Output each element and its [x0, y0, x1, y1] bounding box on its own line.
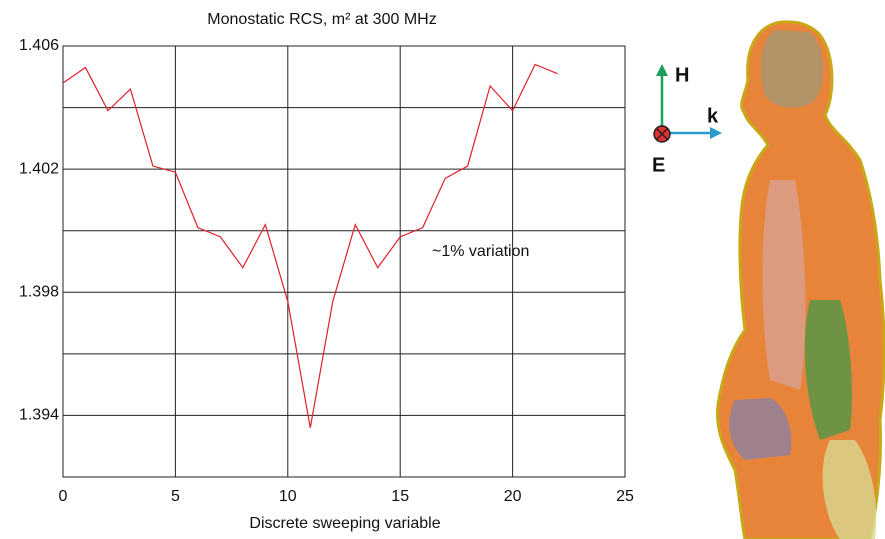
field-axes: H k E — [652, 64, 722, 176]
y-tick-label: 1.406 — [19, 37, 59, 54]
arm-detail — [762, 180, 806, 390]
e-cross — [655, 127, 669, 141]
y-tick-label: 1.402 — [19, 160, 59, 177]
x-tick-label: 10 — [279, 488, 297, 505]
data-line — [62, 63, 558, 428]
chart-title: Monostatic RCS, m² at 300 MHz — [207, 11, 436, 28]
leg-detail — [822, 440, 877, 539]
e-label: E — [652, 154, 665, 176]
hand-detail — [729, 398, 792, 460]
y-tick-label: 1.398 — [19, 284, 59, 301]
x-axis-label: Discrete sweeping variable — [249, 515, 440, 532]
x-tick-label: 15 — [391, 488, 409, 505]
body-model — [715, 20, 885, 539]
k-arrowhead — [710, 127, 722, 139]
annotation: ~1% variation — [432, 243, 529, 260]
y-tick-label: 1.394 — [19, 407, 59, 424]
x-tick-label: 5 — [171, 488, 180, 505]
x-tick-label: 25 — [616, 488, 634, 505]
k-label: k — [707, 105, 719, 127]
x-tick-label: 20 — [504, 488, 522, 505]
h-label: H — [675, 64, 689, 86]
head-detail — [761, 30, 824, 108]
organ-detail — [804, 300, 852, 440]
x-tick-label: 0 — [59, 488, 68, 505]
h-arrowhead — [656, 64, 668, 76]
